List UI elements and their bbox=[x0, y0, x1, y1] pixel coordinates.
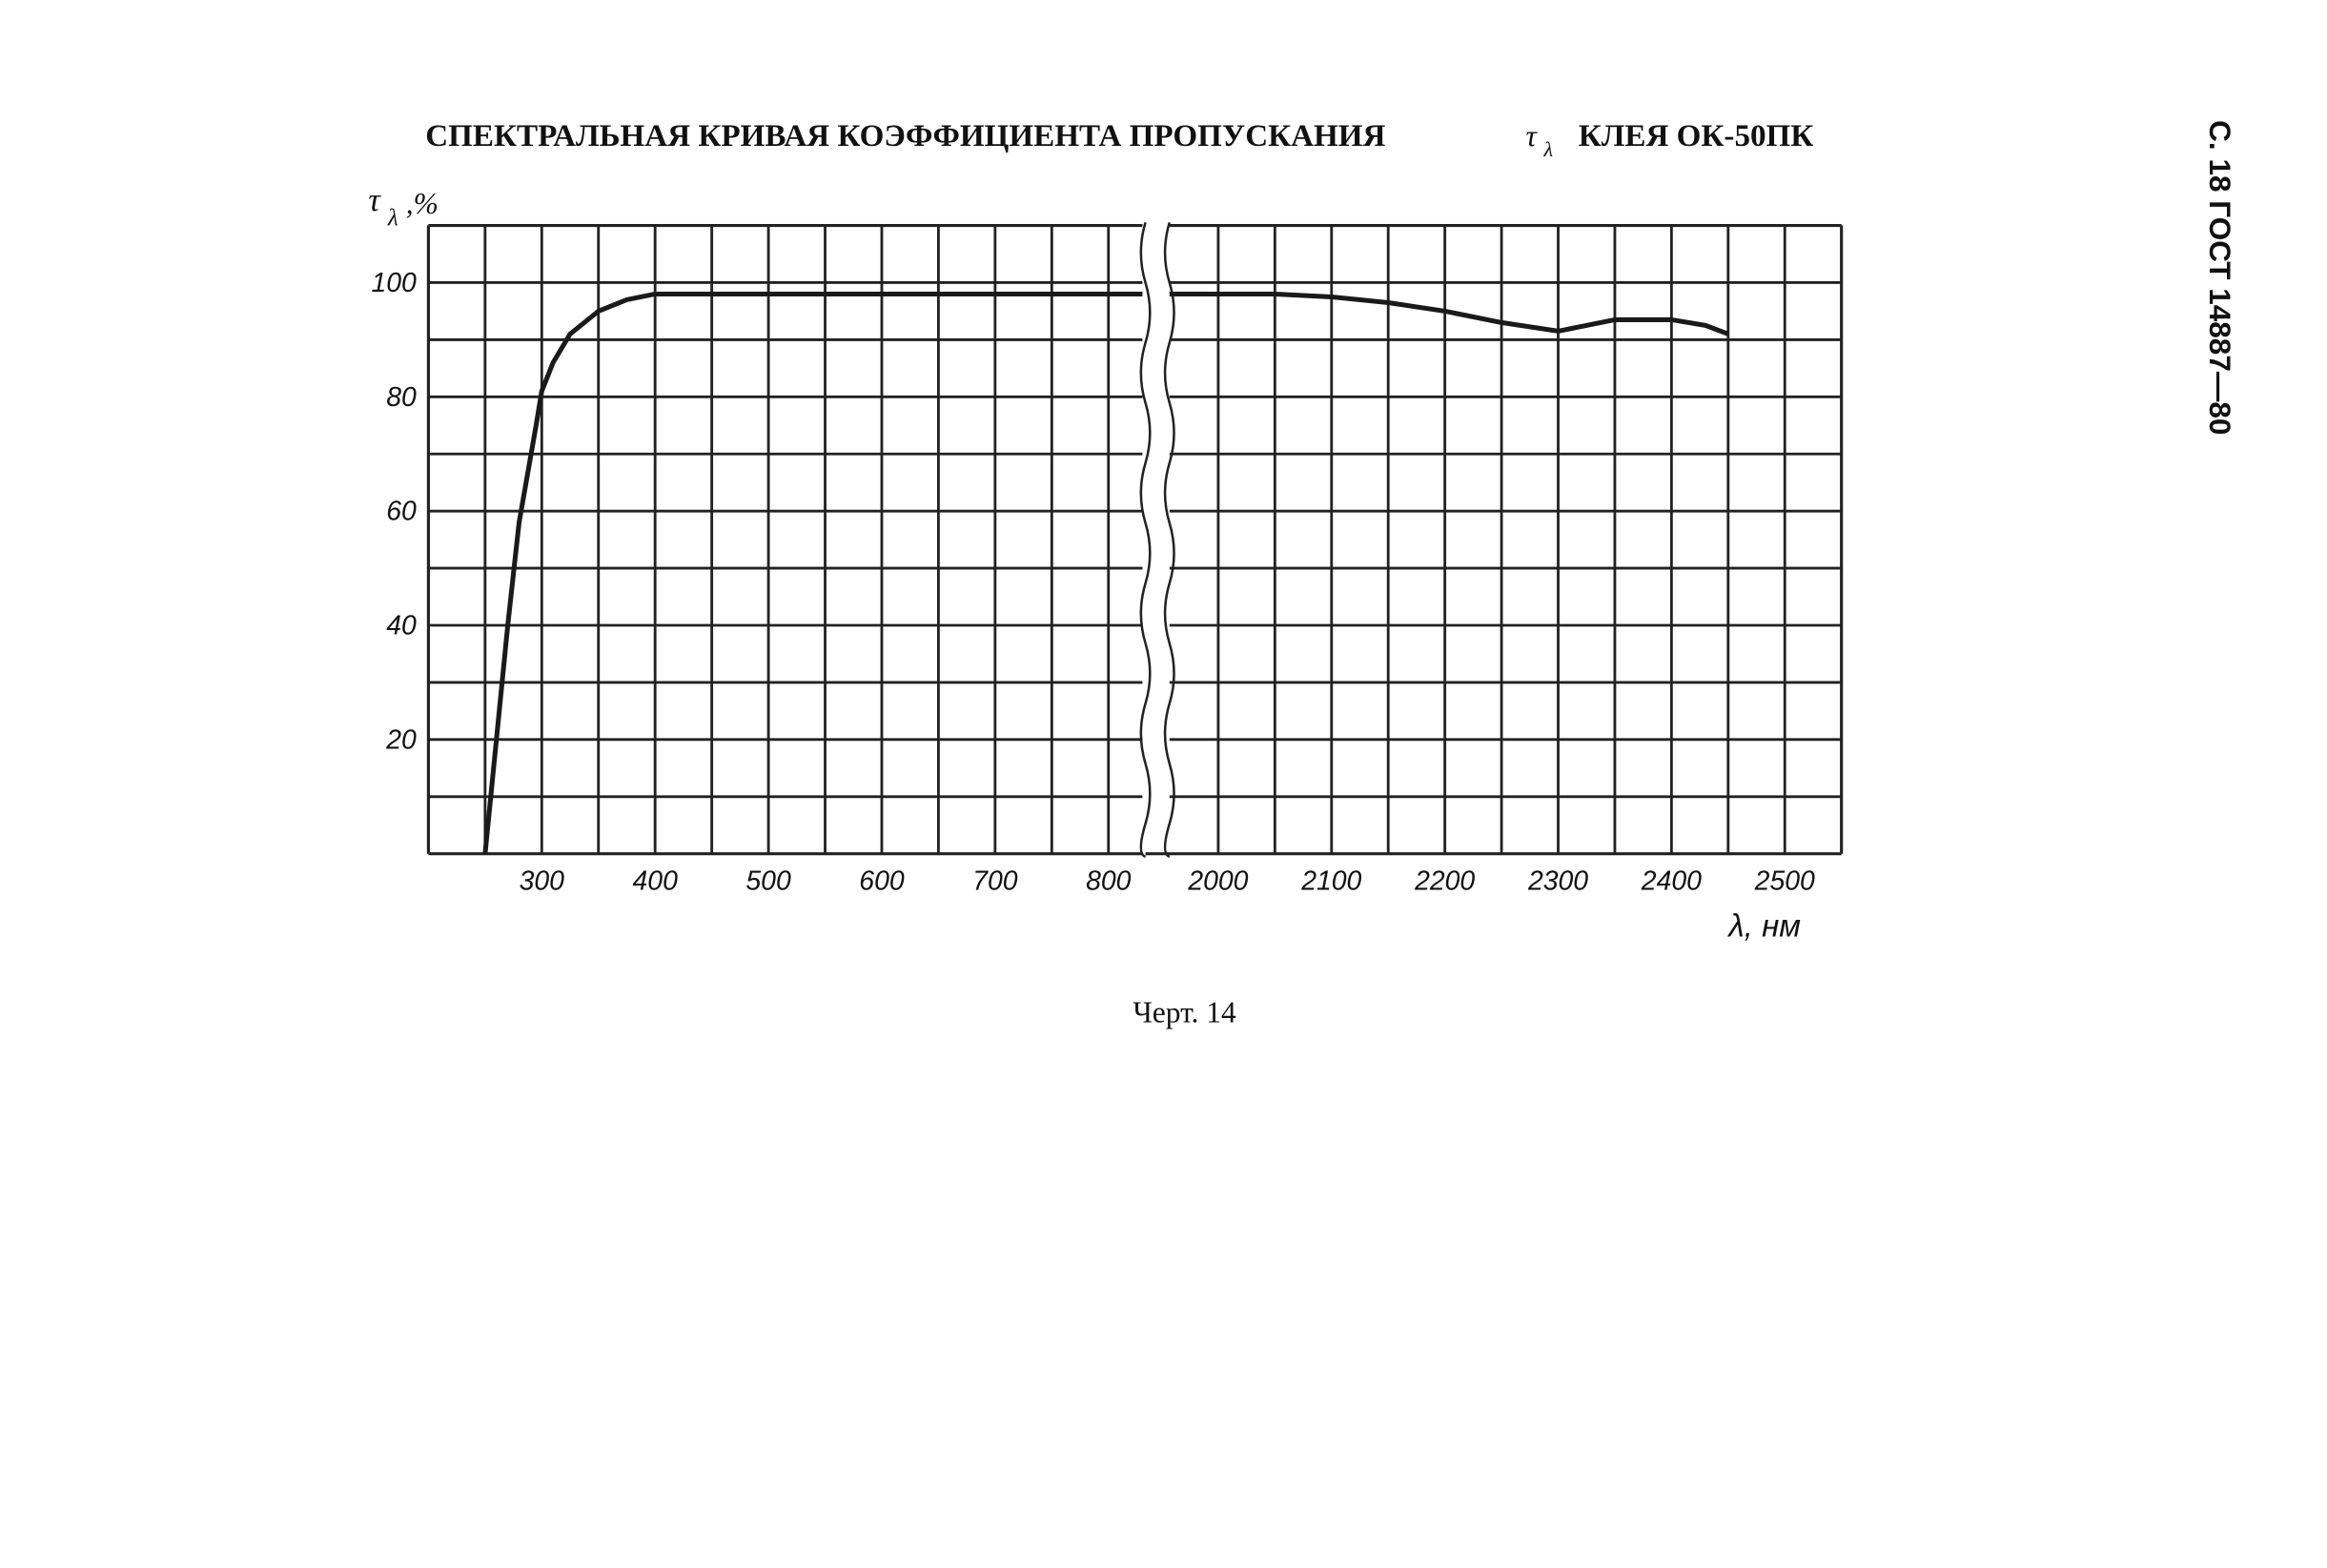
x-tick-label: 2200 bbox=[1414, 866, 1475, 897]
y-tick-label: 40 bbox=[386, 610, 417, 641]
x-tick-label: 500 bbox=[745, 866, 791, 897]
y-label-symbol: τ bbox=[368, 181, 381, 218]
x-tick-label: 800 bbox=[1086, 866, 1132, 897]
y-label-unit: ,% bbox=[406, 187, 439, 220]
y-label-sub: λ bbox=[387, 206, 398, 232]
x-tick-label: 2000 bbox=[1187, 866, 1248, 897]
y-tick-label: 60 bbox=[386, 497, 417, 527]
y-tick-label: 20 bbox=[385, 724, 417, 755]
axis-break bbox=[1163, 222, 1175, 859]
x-tick-label: 300 bbox=[520, 866, 565, 897]
x-tick-label: 2500 bbox=[1754, 866, 1815, 897]
x-label: λ, нм bbox=[1726, 908, 1801, 944]
data-line bbox=[482, 291, 1143, 854]
x-tick-label: 2300 bbox=[1527, 866, 1588, 897]
caption: Черт. 14 bbox=[1133, 995, 1236, 1028]
data-line bbox=[1169, 291, 1729, 336]
chart-title-end: КЛЕЯ ОК-50ПК bbox=[1579, 118, 1814, 153]
y-tick-label: 100 bbox=[371, 268, 417, 298]
page-header: С. 18 ГОСТ 14887—80 bbox=[2203, 120, 2237, 435]
y-tick-label: 80 bbox=[386, 382, 417, 413]
x-tick-label: 600 bbox=[859, 866, 905, 897]
x-tick-label: 700 bbox=[972, 866, 1018, 897]
axis-break bbox=[1139, 222, 1152, 859]
x-tick-label: 2100 bbox=[1300, 866, 1361, 897]
title-symbol-sub: λ bbox=[1542, 137, 1553, 161]
title-symbol: τ bbox=[1526, 119, 1539, 153]
x-tick-label: 400 bbox=[633, 866, 679, 897]
x-tick-label: 2400 bbox=[1641, 866, 1702, 897]
chart-title: СПЕКТРАЛЬНАЯ КРИВАЯ КОЭФФИЦИЕНТА ПРОПУСК… bbox=[425, 118, 1385, 153]
